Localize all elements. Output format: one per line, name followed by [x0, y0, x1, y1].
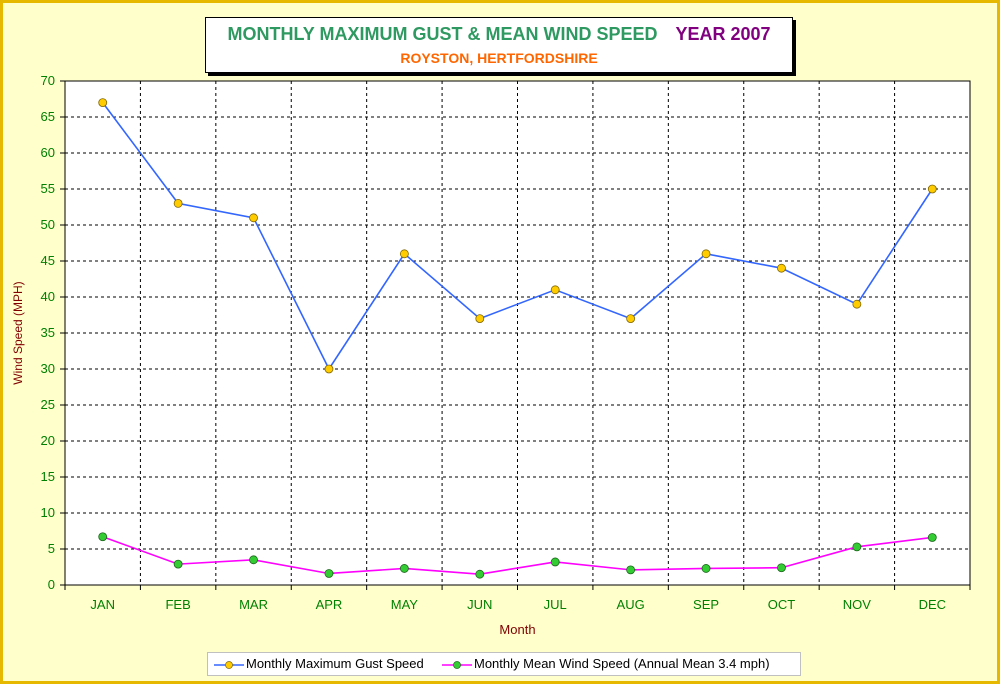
x-tick-label: DEC: [919, 597, 946, 612]
series-line-mean: [102, 536, 933, 576]
legend: Monthly Maximum Gust Speed Monthly Mean …: [207, 652, 801, 676]
data-point-gust: [399, 249, 409, 259]
x-tick-label: APR: [316, 597, 343, 612]
y-tick-label: 70: [41, 73, 55, 88]
x-tick-label: NOV: [843, 597, 872, 612]
chart-subtitle: ROYSTON, HERTFORDSHIRE: [400, 50, 598, 66]
series-gust: [98, 98, 937, 374]
legend-item-gust: Monthly Maximum Gust Speed: [214, 656, 424, 671]
y-tick-label: 25: [41, 397, 55, 412]
data-point-gust: [98, 98, 108, 107]
data-point-gust: [927, 184, 937, 194]
y-tick-label: 65: [41, 109, 55, 124]
y-tick-label: 50: [41, 217, 55, 232]
legend-swatch-mean: [442, 660, 472, 669]
data-point-mean: [852, 542, 862, 552]
data-point-gust: [249, 213, 258, 223]
y-axis-title: Wind Speed (MPH): [11, 281, 25, 384]
legend-item-mean: Monthly Mean Wind Speed (Annual Mean 3.4…: [442, 656, 770, 671]
y-tick-label: 0: [48, 577, 55, 592]
data-point-mean: [927, 533, 937, 542]
data-point-mean: [249, 555, 258, 565]
x-tick-label: MAY: [391, 597, 419, 612]
data-point-mean: [399, 564, 409, 573]
y-tick-label: 20: [41, 433, 55, 448]
x-axis-title: Month: [499, 622, 535, 637]
data-point-gust: [324, 364, 334, 374]
y-tick-label: 40: [41, 289, 55, 304]
chart-title: MONTHLY MAXIMUM GUST & MEAN WIND SPEED YE…: [206, 24, 792, 45]
y-tick-label: 35: [41, 325, 55, 340]
data-point-gust: [626, 314, 636, 324]
data-point-mean: [626, 565, 636, 575]
data-point-mean: [173, 559, 183, 569]
legend-label-gust: Monthly Maximum Gust Speed: [246, 656, 424, 671]
y-tick-label: 45: [41, 253, 55, 268]
data-point-gust: [777, 263, 786, 273]
data-point-mean: [324, 569, 334, 578]
y-tick-label: 60: [41, 145, 55, 160]
chart-title-main: MONTHLY MAXIMUM GUST & MEAN WIND SPEED: [227, 24, 658, 44]
data-point-gust: [173, 198, 183, 208]
data-point-gust: [852, 299, 862, 309]
x-tick-label: SEP: [693, 597, 719, 612]
chart-title-box: MONTHLY MAXIMUM GUST & MEAN WIND SPEED YE…: [205, 17, 793, 73]
data-point-mean: [550, 557, 560, 567]
data-point-mean: [777, 563, 786, 573]
data-point-mean: [98, 532, 108, 542]
legend-swatch-gust: [214, 660, 244, 669]
chart-title-year: YEAR 2007: [675, 24, 771, 44]
data-point-gust: [550, 285, 560, 295]
x-tick-label: FEB: [165, 597, 190, 612]
series-mean: [98, 532, 937, 579]
y-tick-label: 30: [41, 361, 55, 376]
data-point-mean: [701, 564, 711, 573]
x-tick-label: MAR: [239, 597, 268, 612]
y-tick-label: 55: [41, 181, 55, 196]
x-tick-label: AUG: [617, 597, 645, 612]
legend-label-mean: Monthly Mean Wind Speed (Annual Mean 3.4…: [474, 656, 770, 671]
data-point-mean: [475, 569, 485, 579]
data-point-gust: [701, 249, 711, 259]
data-point-gust: [475, 314, 485, 324]
y-tick-label: 15: [41, 469, 55, 484]
x-tick-label: JUL: [544, 597, 567, 612]
series-line-gust: [102, 102, 933, 371]
x-tick-label: JUN: [467, 597, 492, 612]
x-tick-label: JAN: [90, 597, 115, 612]
y-tick-label: 10: [41, 505, 55, 520]
y-tick-label: 5: [48, 541, 55, 556]
x-tick-label: OCT: [768, 597, 796, 612]
